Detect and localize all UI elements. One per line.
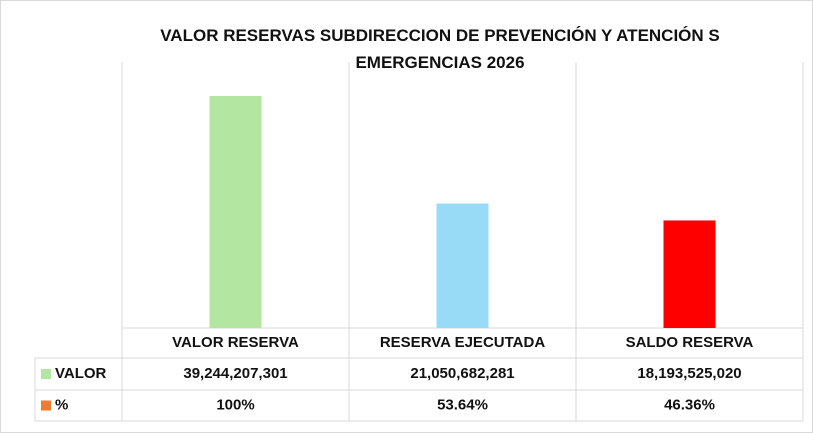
x-tick-label: VALOR RESERVA bbox=[172, 334, 299, 351]
chart-title: VALOR RESERVAS SUBDIRECCION DE PREVENCIÓ… bbox=[160, 26, 720, 72]
legend-key bbox=[41, 400, 51, 411]
legend-label: % bbox=[55, 396, 68, 413]
table-value: 53.64% bbox=[437, 396, 488, 413]
bar bbox=[209, 96, 262, 328]
table-value: 21,050,682,281 bbox=[410, 365, 514, 382]
legend-label: VALOR bbox=[55, 365, 107, 382]
x-tick-label: SALDO RESERVA bbox=[626, 334, 754, 351]
table-value: 100% bbox=[216, 396, 254, 413]
bar bbox=[663, 220, 716, 328]
legend-key bbox=[41, 369, 51, 379]
table-value: 46.36% bbox=[664, 396, 715, 413]
table-value: 18,193,525,020 bbox=[637, 365, 741, 382]
table-value: 39,244,207,301 bbox=[183, 365, 287, 382]
x-tick-label: RESERVA EJECUTADA bbox=[380, 334, 545, 351]
bar bbox=[436, 203, 489, 328]
